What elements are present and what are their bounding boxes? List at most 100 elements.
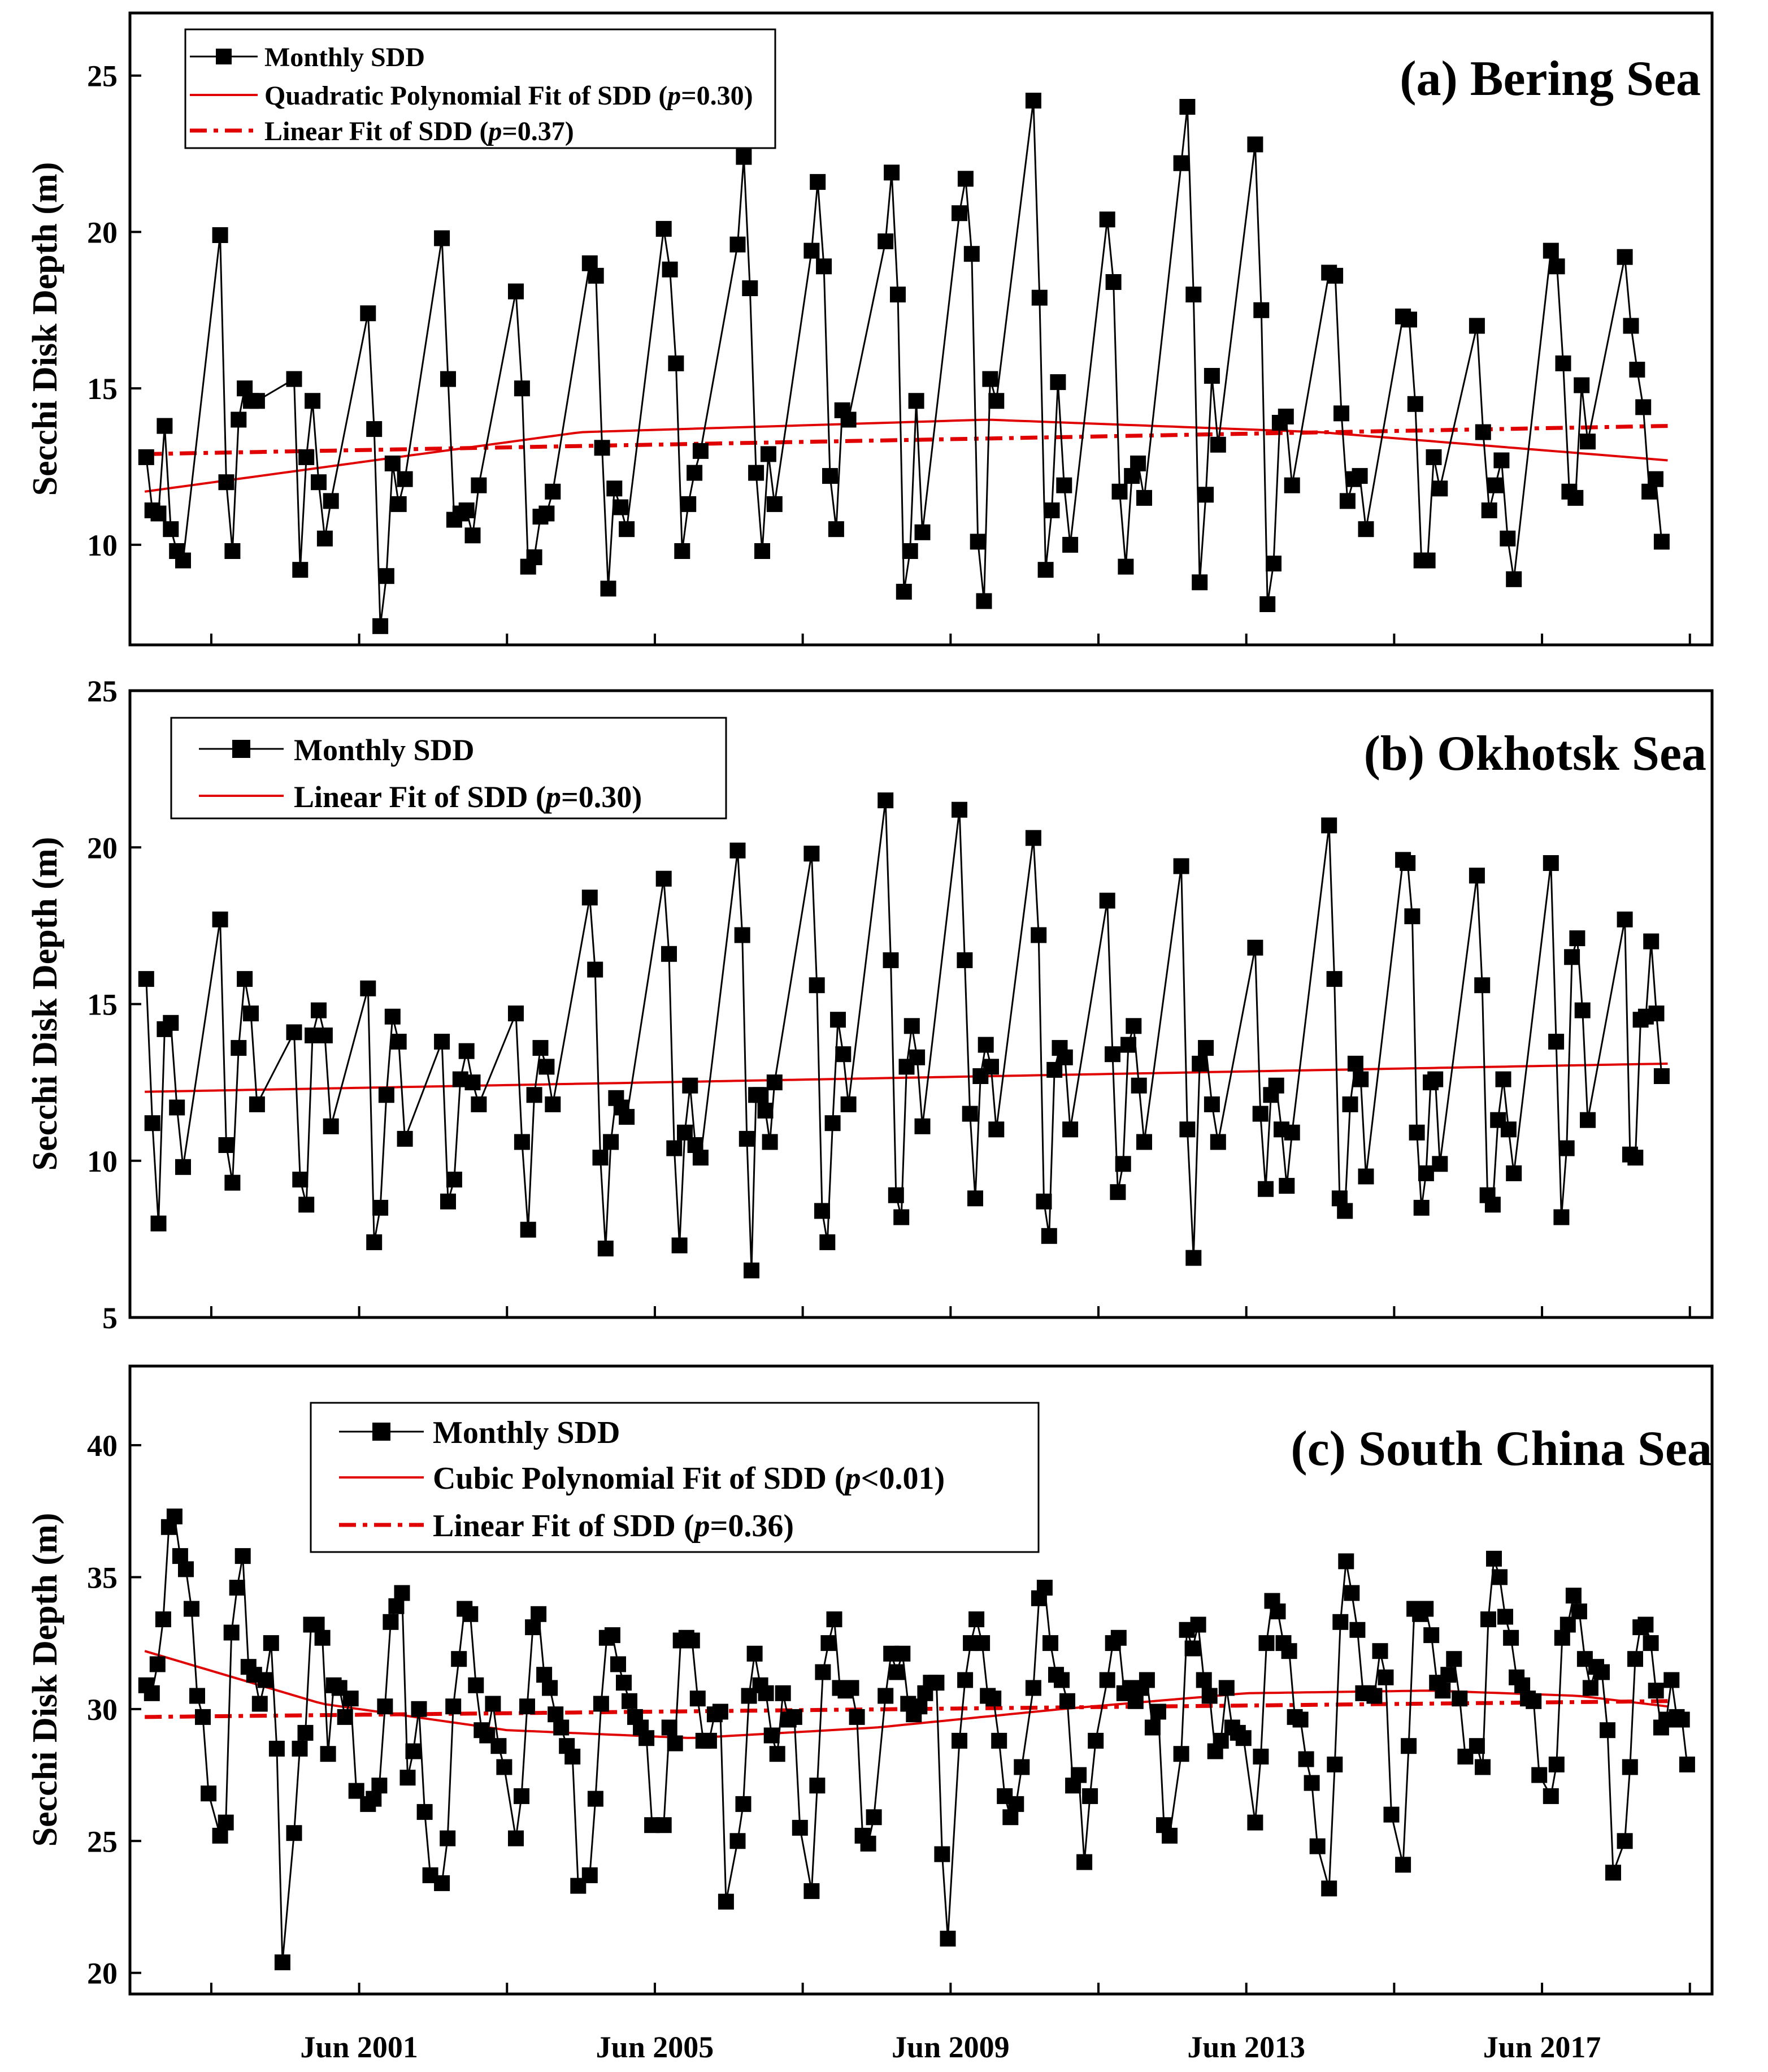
monthly-sdd-point-b	[471, 1096, 487, 1112]
monthly-sdd-point-c	[746, 1645, 763, 1662]
monthly-sdd-point-c	[1440, 1667, 1457, 1683]
monthly-sdd-point-c	[957, 1672, 974, 1688]
monthly-sdd-point-b	[243, 1005, 259, 1022]
monthly-sdd-point-a	[311, 474, 327, 491]
monthly-sdd-point-c	[1526, 1693, 1542, 1709]
monthly-sdd-line-c	[145, 1514, 1688, 1963]
monthly-sdd-point-a	[1493, 452, 1510, 469]
monthly-sdd-point-b	[692, 1150, 709, 1166]
monthly-sdd-point-b	[1553, 1209, 1570, 1225]
monthly-sdd-point-c	[1452, 1690, 1468, 1707]
y-tick-label-c: 40	[87, 1429, 118, 1463]
monthly-sdd-point-c	[1627, 1651, 1643, 1667]
monthly-sdd-point-b	[224, 1174, 241, 1191]
monthly-sdd-point-c	[1173, 1746, 1189, 1762]
monthly-sdd-point-a	[742, 280, 758, 296]
monthly-sdd-point-b	[1548, 1034, 1565, 1050]
monthly-sdd-point-c	[940, 1931, 956, 1947]
monthly-sdd-point-b	[1543, 855, 1559, 871]
monthly-sdd-point-c	[553, 1719, 570, 1736]
x-tick-label: Jun 2013	[1187, 2030, 1305, 2064]
monthly-sdd-point-a	[1118, 558, 1134, 575]
monthly-sdd-point-a	[1204, 368, 1220, 384]
monthly-sdd-point-c	[451, 1651, 467, 1667]
monthly-sdd-point-c	[616, 1675, 632, 1691]
monthly-sdd-point-c	[1648, 1683, 1664, 1699]
monthly-sdd-point-a	[458, 502, 475, 518]
monthly-sdd-point-c	[292, 1740, 308, 1757]
monthly-sdd-point-a	[619, 521, 635, 537]
monthly-sdd-point-b	[446, 1172, 462, 1187]
monthly-sdd-point-c	[394, 1585, 410, 1601]
monthly-sdd-point-b	[1204, 1096, 1220, 1112]
monthly-sdd-point-c	[1378, 1669, 1394, 1685]
monthly-sdd-point-b	[1413, 1199, 1430, 1216]
monthly-sdd-point-a	[957, 171, 974, 187]
monthly-sdd-point-b	[1337, 1203, 1353, 1219]
monthly-sdd-point-a	[1475, 424, 1491, 440]
x-tick-label: Jun 2001	[300, 2030, 418, 2064]
monthly-sdd-point-c	[1327, 1756, 1343, 1772]
monthly-sdd-point-b	[384, 1008, 401, 1025]
monthly-sdd-point-c	[587, 1791, 603, 1807]
legend-label-linear-a: Linear Fit of SDD (p=0.37)	[264, 116, 574, 146]
monthly-sdd-point-c	[1486, 1550, 1502, 1567]
monthly-sdd-point-c	[1344, 1585, 1360, 1601]
monthly-sdd-point-c	[1162, 1827, 1178, 1844]
monthly-sdd-point-a	[1401, 311, 1417, 328]
monthly-sdd-point-a	[298, 449, 315, 465]
monthly-sdd-point-c	[564, 1748, 581, 1765]
monthly-sdd-point-c	[792, 1819, 808, 1836]
monthly-sdd-point-c	[1383, 1806, 1400, 1823]
monthly-sdd-point-b	[1495, 1071, 1511, 1087]
monthly-sdd-point-c	[1332, 1614, 1349, 1630]
monthly-sdd-point-a	[464, 527, 481, 544]
monthly-sdd-point-a	[878, 233, 894, 249]
monthly-sdd-point-c	[1099, 1672, 1115, 1688]
monthly-sdd-point-c	[718, 1893, 734, 1910]
monthly-sdd-point-c	[1395, 1857, 1411, 1873]
monthly-sdd-point-c	[440, 1830, 456, 1846]
linear-fit-line-a	[145, 424, 1668, 456]
monthly-sdd-point-c	[1401, 1738, 1417, 1754]
monthly-sdd-point-b	[1279, 1178, 1295, 1194]
monthly-sdd-point-c	[826, 1611, 842, 1628]
monthly-sdd-point-a	[1407, 396, 1423, 412]
monthly-sdd-point-a	[1037, 562, 1054, 578]
monthly-sdd-point-a	[175, 552, 191, 569]
monthly-sdd-point-c	[974, 1635, 991, 1651]
monthly-sdd-point-b	[1105, 1046, 1120, 1063]
monthly-sdd-point-a	[668, 355, 684, 371]
monthly-sdd-point-a	[1543, 242, 1559, 259]
monthly-sdd-point-c	[1201, 1688, 1218, 1704]
monthly-sdd-point-c	[1469, 1738, 1485, 1754]
monthly-sdd-point-b	[597, 1241, 614, 1256]
monthly-sdd-point-b	[682, 1077, 698, 1094]
monthly-sdd-point-a	[1210, 436, 1226, 453]
monthly-sdd-point-b	[1484, 1197, 1501, 1213]
y-tick-label-b: 5	[102, 1301, 118, 1335]
monthly-sdd-point-c	[377, 1698, 393, 1715]
monthly-sdd-point-b	[978, 1037, 994, 1053]
x-tick-label: Jun 2009	[892, 2030, 1010, 2064]
legend-a: Monthly SDD Quadratic Polynomial Fit of …	[184, 28, 776, 149]
monthly-sdd-point-a	[157, 418, 173, 434]
monthly-sdd-point-b	[323, 1118, 339, 1134]
monthly-sdd-point-a	[360, 305, 376, 322]
monthly-sdd-point-c	[1423, 1627, 1440, 1644]
plot-frame-c	[128, 1364, 1714, 1996]
monthly-sdd-point-b	[739, 1130, 755, 1147]
monthly-sdd-point-a	[1500, 530, 1516, 547]
monthly-sdd-point-c	[178, 1561, 194, 1577]
legend-label-monthly-b: Monthly SDD	[294, 733, 475, 767]
monthly-sdd-point-b	[893, 1209, 910, 1225]
monthly-sdd-point-b	[1653, 1068, 1670, 1084]
monthly-sdd-point-c	[1036, 1580, 1053, 1596]
monthly-sdd-point-b	[545, 1096, 561, 1112]
monthly-sdd-point-a	[1629, 362, 1645, 378]
legend-label-cubic-c: Cubic Polynomial Fit of SDD (p<0.01)	[433, 1461, 945, 1496]
monthly-sdd-point-c	[1235, 1730, 1252, 1746]
monthly-sdd-point-c	[1309, 1838, 1326, 1854]
monthly-sdd-point-a	[292, 562, 309, 578]
